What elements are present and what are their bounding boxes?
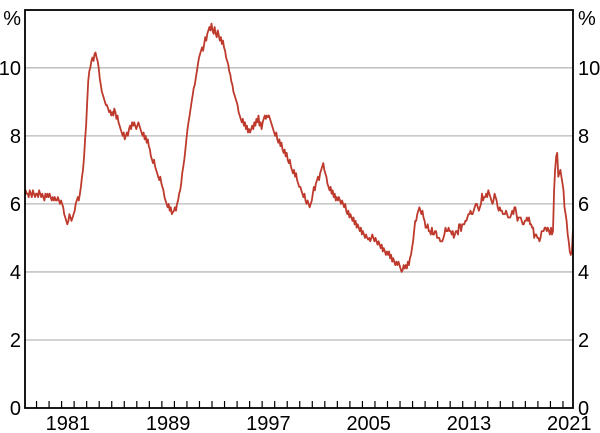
y-tick-label-right: 0 (578, 398, 589, 420)
y-tick-label-right: 10 (578, 58, 600, 80)
x-tick-label: 1997 (246, 413, 291, 433)
x-tick-label: 1989 (146, 413, 191, 433)
y-tick-label-right: 4 (578, 262, 589, 284)
x-tick-label: 2005 (346, 413, 391, 433)
unit-label-left: % (3, 8, 21, 30)
x-tick-label: 2021 (547, 413, 592, 433)
y-tick-label-left: 2 (10, 330, 21, 352)
y-tick-label-left: 6 (10, 194, 21, 216)
x-axis-labels: 1981 1989 1997 2005 2013 2021 (46, 413, 592, 433)
y-tick-label-left: 0 (10, 398, 21, 420)
data-series (25, 22, 573, 273)
plot-frame (24, 9, 574, 409)
y-tick-label-right: 6 (578, 194, 589, 216)
y-tick-label-right: 2 (578, 330, 589, 352)
x-tick-label: 1981 (46, 413, 91, 433)
y-axis-labels-right: 0 2 4 6 8 10 (578, 58, 600, 420)
y-tick-label-left: 4 (10, 262, 21, 284)
x-axis-ticks (35, 401, 564, 408)
x-tick-label: 2013 (447, 413, 492, 433)
gridlines (25, 67, 573, 341)
y-tick-label-left: 10 (0, 58, 21, 80)
unit-label-right: % (578, 8, 596, 30)
y-tick-label-right: 8 (578, 126, 589, 148)
y-tick-label-left: 8 (10, 126, 21, 148)
y-axis-labels-left: 0 2 4 6 8 10 (0, 58, 21, 420)
